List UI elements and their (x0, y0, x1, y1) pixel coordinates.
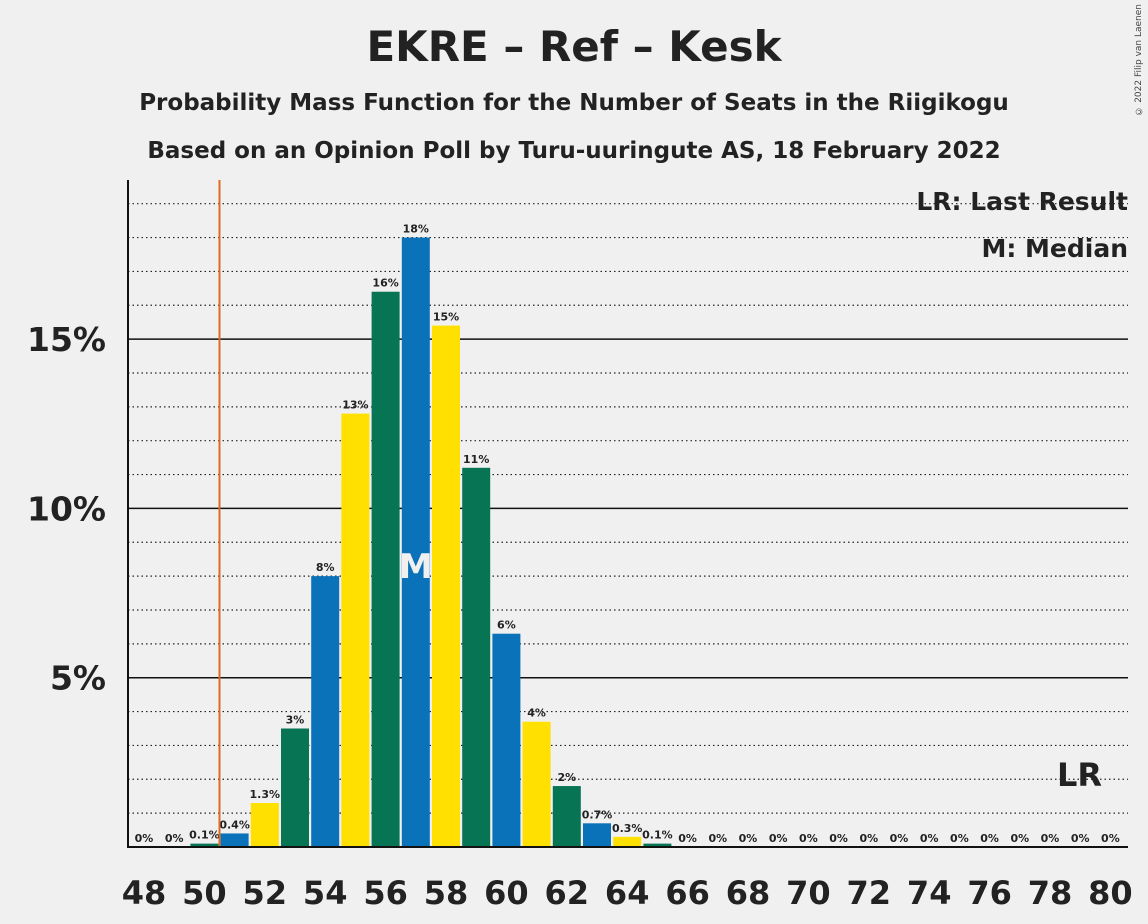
bar-seat-61 (522, 721, 551, 847)
bar-value-label: 0% (135, 832, 154, 845)
x-tick-label: 54 (303, 874, 348, 912)
bar-value-label: 8% (316, 561, 335, 574)
median-marker: M (399, 547, 433, 587)
x-tick-label: 64 (605, 874, 650, 912)
bar-seat-58 (432, 325, 460, 847)
bar-value-label: 0.3% (612, 822, 643, 835)
bar-value-label: 0% (678, 832, 697, 845)
bar-value-label: 0% (890, 832, 909, 845)
bar-value-label: 0% (1010, 832, 1029, 845)
x-tick-label: 74 (907, 874, 952, 912)
x-tick-label: 68 (726, 874, 771, 912)
x-tick-label: 50 (182, 874, 227, 912)
bar-value-label: 0% (829, 832, 848, 845)
bar-value-label: 0% (739, 832, 758, 845)
bar-value-label: 0% (708, 832, 727, 845)
bar-value-label: 16% (372, 277, 398, 290)
bar-value-label: 0% (165, 832, 184, 845)
bar-value-label: 0.1% (642, 829, 673, 842)
x-tick-label: 52 (243, 874, 288, 912)
x-tick-label: 72 (847, 874, 892, 912)
x-tick-label: 60 (484, 874, 529, 912)
x-tick-label: 56 (363, 874, 408, 912)
bar-value-label: 13% (342, 399, 368, 412)
bar-seat-50 (190, 843, 219, 847)
bar-value-label: 0% (1101, 832, 1120, 845)
bar-value-label: 4% (527, 707, 546, 720)
x-tick-label: 48 (122, 874, 167, 912)
bar-value-label: 0% (920, 832, 939, 845)
bar-seat-63 (583, 823, 611, 847)
x-tick-label: 58 (424, 874, 469, 912)
bar-value-label: 0.1% (189, 829, 220, 842)
x-tick-label: 70 (786, 874, 831, 912)
bar-value-label: 3% (286, 713, 305, 726)
chart-subtitle: Probability Mass Function for the Number… (139, 90, 1009, 116)
x-tick-label: 80 (1088, 874, 1133, 912)
bar-seat-62 (552, 786, 581, 847)
bar-value-label: 0% (769, 832, 788, 845)
bar-value-label: 11% (463, 453, 489, 466)
x-tick-label: 76 (967, 874, 1012, 912)
bar-value-label: 0% (799, 832, 818, 845)
legend-median: M: Median (981, 234, 1128, 263)
bar-value-label: 0.4% (219, 818, 250, 831)
bar-value-label: 0% (859, 832, 878, 845)
bar-seat-55 (341, 413, 370, 847)
bar-value-label: 6% (497, 619, 516, 632)
bar-seat-60 (492, 633, 521, 847)
bar-value-label: 1.3% (250, 788, 281, 801)
legend-last-result: LR: Last Result (916, 187, 1128, 216)
x-tick-label: 78 (1028, 874, 1073, 912)
last-result-label: LR (1057, 756, 1102, 794)
bar-seat-51 (220, 833, 249, 847)
bar-seat-52 (250, 802, 279, 847)
bar-seat-53 (281, 728, 309, 847)
y-tick-label: 15% (27, 320, 106, 359)
y-tick-label: 10% (27, 489, 106, 528)
bar-value-label: 0.7% (582, 808, 613, 821)
bar-seat-54 (311, 576, 340, 847)
x-tick-label: 66 (665, 874, 710, 912)
bar-value-label: 15% (433, 311, 459, 324)
bar-value-label: 0% (1071, 832, 1090, 845)
bar-value-label: 0% (950, 832, 969, 845)
bar-seat-59 (462, 467, 491, 847)
bar-seat-56 (371, 291, 400, 847)
bar-seat-65 (643, 843, 672, 847)
bar-seat-57 (401, 237, 430, 848)
chart-title: EKRE – Ref – Kesk (366, 22, 782, 71)
chart-subtitle-source: Based on an Opinion Poll by Turu-uuringu… (147, 138, 1001, 164)
bar-seat-64 (613, 836, 642, 847)
bar-value-label: 0% (980, 832, 999, 845)
y-tick-label: 5% (50, 659, 106, 698)
bar-value-label: 2% (557, 771, 576, 784)
x-tick-label: 62 (545, 874, 590, 912)
bar-value-label: 0% (1041, 832, 1060, 845)
bar-value-label: 18% (403, 223, 429, 236)
